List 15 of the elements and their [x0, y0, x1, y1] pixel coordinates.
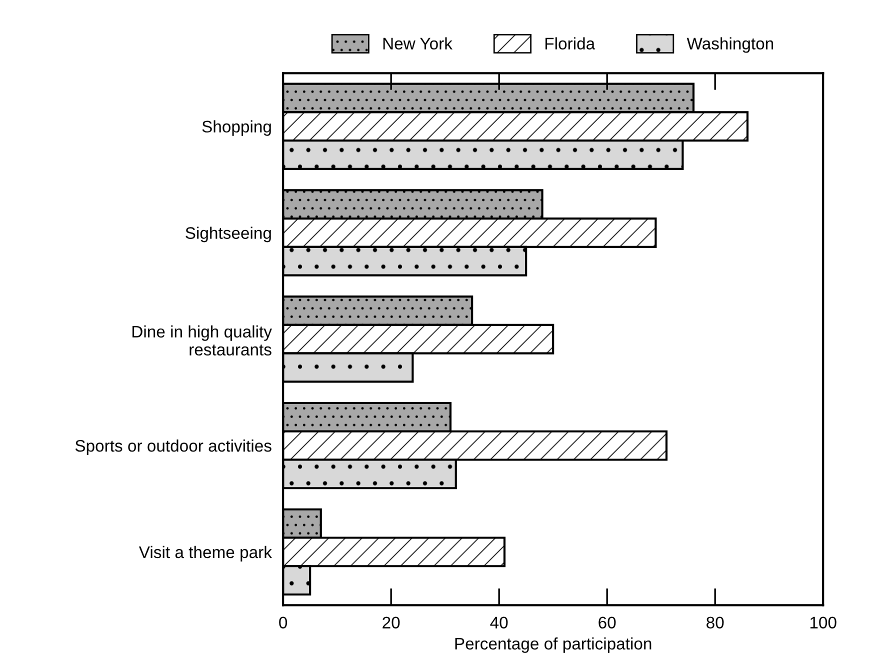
x-tick-label: 100	[810, 616, 836, 629]
y-tick-label: Visit a theme park	[138, 546, 272, 562]
y-tick-label: Sports or outdoor activities	[75, 440, 272, 456]
x-axis-title: Percentage of participation	[455, 637, 652, 653]
legend-label: Florida	[546, 37, 596, 50]
y-tick-label: Sightseeing	[186, 226, 271, 242]
x-tick-label: 0	[279, 616, 288, 629]
legend-label: New York	[383, 37, 452, 50]
x-tick-label: 80	[706, 616, 724, 629]
x-tick-label: 60	[598, 616, 616, 629]
x-tick-label: 40	[490, 616, 508, 629]
y-tick-label: Shopping	[202, 120, 271, 136]
y-tick-label: Dine in high quality restaurants	[132, 325, 272, 356]
legend-label: Washington	[686, 37, 774, 53]
x-tick-label: 20	[382, 616, 400, 629]
